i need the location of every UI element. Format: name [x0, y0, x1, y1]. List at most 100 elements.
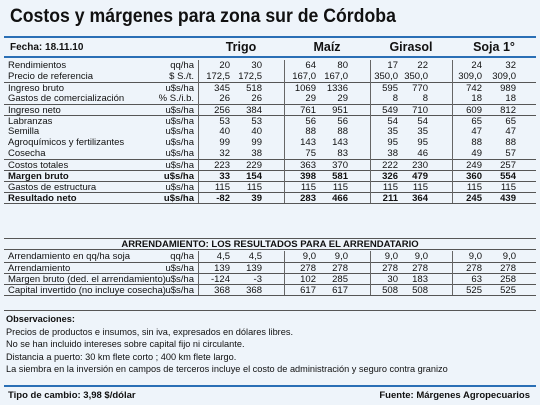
page-title: Costos y márgenes para zona sur de Córdo…: [10, 6, 396, 27]
table-cell: 581: [332, 171, 348, 182]
row-unit: u$s/ha: [165, 274, 194, 285]
table-cell: 38: [251, 148, 262, 159]
table-cell: 46: [417, 148, 428, 159]
row-label: Gastos de comercialización: [8, 93, 125, 104]
crop-header-girasol: Girasol: [389, 40, 433, 54]
table-cell: 30: [387, 274, 398, 285]
column-divider: [284, 60, 285, 203]
table-cell: 39: [251, 193, 262, 204]
table-cell: 115: [382, 182, 398, 193]
table-row: Resultado neto u$s/ha -82 39 283 466 211 364 245…: [4, 192, 536, 204]
row-label: Cosecha: [8, 148, 46, 159]
table-cell: 167,0: [292, 71, 316, 82]
row-label: Arrendamiento: [8, 263, 71, 274]
table-cell: 363: [300, 160, 316, 171]
table-cell: 364: [412, 193, 428, 204]
table-cell: 18: [505, 93, 516, 104]
table-cell: -82: [216, 193, 230, 204]
table-cell: 115: [332, 182, 348, 193]
table-cell: 951: [332, 105, 348, 116]
footer: Tipo de cambio: 3,98 $/dólar Fuente: Már…: [4, 385, 536, 401]
table-cell: 9,0: [414, 251, 428, 262]
table-cell: 278: [382, 263, 398, 274]
table-cell: 350,0: [404, 71, 428, 82]
table-cell: 8: [392, 93, 398, 104]
table-cell: 75: [305, 148, 316, 159]
table-cell: 230: [412, 160, 428, 171]
table-row: Rendimientos qq/ha 20 30 64 80 17 22 24 32: [4, 60, 536, 71]
table-cell: 278: [466, 263, 482, 274]
row-unit: qq/ha: [170, 251, 194, 262]
table-cell: 102: [300, 274, 316, 285]
row-unit: u$s/ha: [165, 160, 194, 171]
table-cell: 65: [471, 116, 482, 127]
row-label: Labranzas: [8, 116, 53, 127]
row-unit: u$s/ha: [165, 137, 194, 148]
row-unit: u$s/ha: [165, 182, 194, 193]
table-cell: 88: [505, 137, 516, 148]
crop-header-maiz: Maíz: [313, 40, 341, 54]
table-cell: 26: [219, 93, 230, 104]
column-divider: [452, 60, 453, 203]
table-cell: 309,0: [492, 71, 516, 82]
table-row: Costos totales u$s/ha 223 229 363 370 222 230 24…: [4, 159, 536, 171]
observation-line: La siembra en la inversión en campos de …: [6, 364, 448, 375]
table-header: Fecha: 18.11.10 Trigo Maíz Girasol Soja …: [4, 36, 536, 58]
row-label: Costos totales: [8, 160, 69, 171]
table-row: Labranzas u$s/ha 53 53 56 56 54 54 65 65: [4, 115, 536, 127]
table-cell: 222: [382, 160, 398, 171]
table-cell: 283: [300, 193, 316, 204]
row-unit: u$s/ha: [165, 285, 194, 296]
table-cell: 49: [471, 148, 482, 159]
table-cell: 40: [219, 126, 230, 137]
table-cell: 256: [214, 105, 230, 116]
table-cell: 479: [412, 171, 428, 182]
row-label: Precio de referencia: [8, 71, 94, 82]
column-divider: [452, 251, 453, 295]
table-cell: 812: [500, 105, 516, 116]
row-unit: $ S./t.: [169, 71, 194, 82]
table-cell: 742: [466, 83, 482, 94]
table-cell: 1069: [294, 83, 316, 94]
row-unit: qq/ha: [170, 60, 194, 71]
table-cell: 172,5: [206, 71, 230, 82]
table-cell: 9,0: [302, 251, 316, 262]
table-cell: 525: [500, 285, 516, 296]
table-cell: 20: [219, 60, 230, 71]
table-cell: 617: [300, 285, 316, 296]
table-cell: 115: [412, 182, 428, 193]
row-label: Rendimientos: [8, 60, 67, 71]
table-cell: 326: [382, 171, 398, 182]
column-divider: [370, 60, 371, 203]
table-cell: 223: [214, 160, 230, 171]
table-cell: 278: [332, 263, 348, 274]
table-cell: 88: [471, 137, 482, 148]
table-cell: 143: [300, 137, 316, 148]
table-cell: 38: [387, 148, 398, 159]
row-unit: % S./i.b.: [158, 93, 194, 104]
table-cell: 53: [251, 116, 262, 127]
table-cell: 285: [332, 274, 348, 285]
column-divider: [370, 251, 371, 295]
row-unit: u$s/ha: [165, 126, 194, 137]
row-label: Gastos de estructura: [8, 182, 97, 193]
table-cell: 139: [214, 263, 230, 274]
table-cell: 4,5: [248, 251, 262, 262]
table-row: Gastos de estructura u$s/ha 115 115 115 115 11…: [4, 181, 536, 193]
crop-header-trigo: Trigo: [225, 40, 257, 54]
table-cell: 554: [500, 171, 516, 182]
table-cell: 47: [505, 126, 516, 137]
table-cell: 508: [382, 285, 398, 296]
table-cell: 47: [471, 126, 482, 137]
observations-title: Observaciones:: [6, 314, 75, 324]
row-label: Agroquímicos y fertilizantes: [8, 137, 125, 148]
table-cell: 549: [382, 105, 398, 116]
table-cell: 345: [214, 83, 230, 94]
row-unit: u$s/ha: [165, 116, 194, 127]
table-cell: 595: [382, 83, 398, 94]
table-cell: 609: [466, 105, 482, 116]
row-unit: u$s/ha: [163, 171, 194, 182]
row-unit: u$s/ha: [165, 148, 194, 159]
table-cell: 95: [387, 137, 398, 148]
table-cell: 350,0: [374, 71, 398, 82]
